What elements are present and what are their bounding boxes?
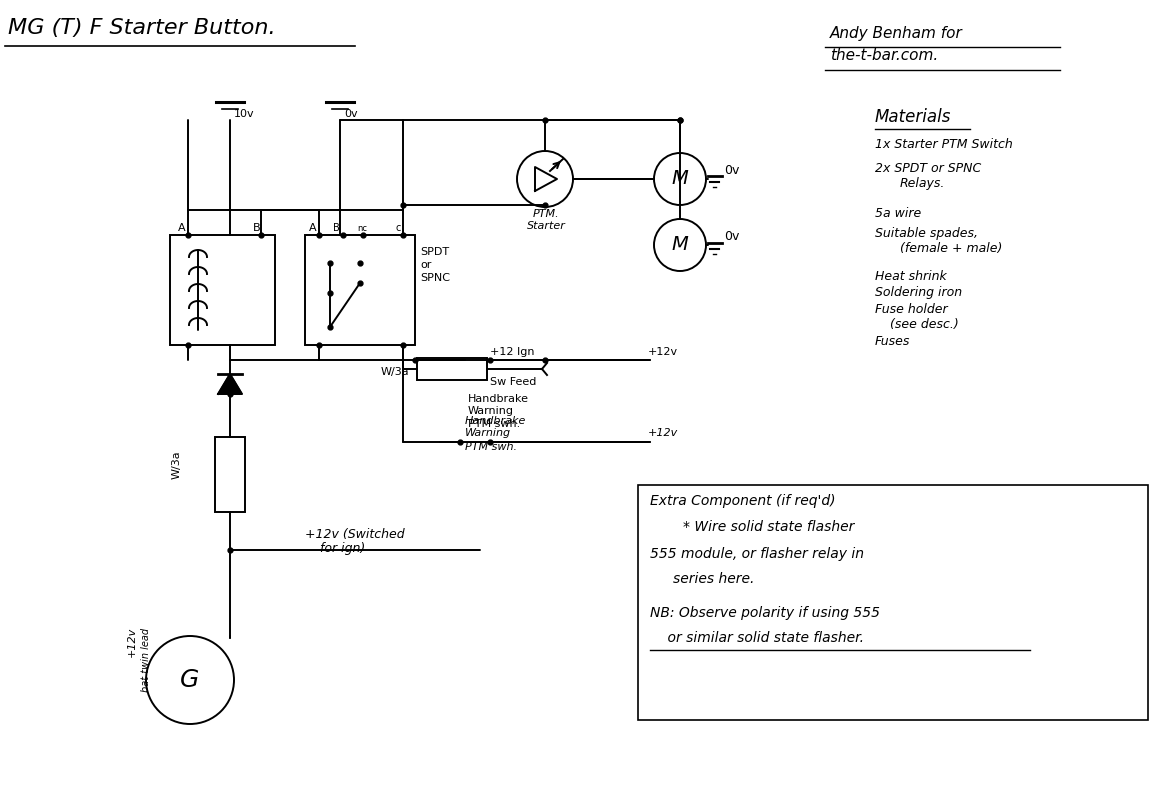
- Text: A: A: [177, 223, 186, 233]
- Text: G: G: [180, 668, 200, 692]
- Text: Starter: Starter: [528, 221, 566, 231]
- Text: or similar solid state flasher.: or similar solid state flasher.: [650, 631, 864, 645]
- Bar: [417, 358, 486, 380]
- Text: M: M: [672, 170, 689, 189]
- Text: 0v: 0v: [724, 230, 739, 243]
- Text: B: B: [333, 223, 340, 233]
- Text: +12v: +12v: [647, 428, 678, 438]
- Text: the-t-bar.com.: the-t-bar.com.: [830, 48, 939, 63]
- Text: SPNC: SPNC: [419, 273, 450, 283]
- Text: Heat shrink: Heat shrink: [875, 270, 947, 283]
- Text: +12v (Switched: +12v (Switched: [306, 528, 404, 541]
- Text: Materials: Materials: [875, 108, 952, 126]
- Text: * Wire solid state flasher: * Wire solid state flasher: [683, 520, 854, 534]
- Text: 555 module, or flasher relay in: 555 module, or flasher relay in: [650, 547, 864, 561]
- Text: Fuse holder: Fuse holder: [875, 303, 947, 316]
- Text: Warning: Warning: [465, 428, 511, 438]
- Text: Suitable spades,: Suitable spades,: [875, 227, 978, 240]
- Text: Fuses: Fuses: [875, 335, 911, 348]
- Text: B: B: [253, 223, 261, 233]
- Text: (see desc.): (see desc.): [889, 318, 959, 331]
- Bar: [638, 485, 1148, 720]
- Text: Relays.: Relays.: [900, 177, 946, 190]
- Text: A: A: [309, 223, 316, 233]
- Text: (female + male): (female + male): [900, 242, 1002, 255]
- Text: Warning: Warning: [468, 406, 513, 416]
- Text: or: or: [419, 260, 431, 270]
- Text: PTM.: PTM.: [533, 209, 559, 219]
- Text: MG (T) F Starter Button.: MG (T) F Starter Button.: [8, 18, 276, 38]
- Text: bat twin lead: bat twin lead: [141, 628, 152, 692]
- Text: +12v: +12v: [647, 347, 678, 357]
- Polygon shape: [219, 374, 242, 394]
- Circle shape: [654, 153, 706, 205]
- Text: 2x SPDT or SPNC: 2x SPDT or SPNC: [875, 162, 981, 175]
- Bar: [306, 235, 415, 345]
- Text: series here.: series here.: [673, 572, 754, 586]
- Text: Handbrake: Handbrake: [468, 394, 529, 404]
- Text: PTM swh.: PTM swh.: [465, 442, 517, 452]
- Text: W/3a: W/3a: [381, 367, 410, 377]
- Text: Soldering iron: Soldering iron: [875, 286, 962, 299]
- Text: 1x Starter PTM Switch: 1x Starter PTM Switch: [875, 138, 1013, 151]
- Text: 5a wire: 5a wire: [875, 207, 921, 220]
- Text: nc: nc: [357, 224, 367, 233]
- Text: +12 Ign: +12 Ign: [490, 347, 535, 357]
- Text: SPDT: SPDT: [419, 247, 449, 257]
- Text: for ign): for ign): [320, 542, 365, 555]
- Text: W/3a: W/3a: [172, 450, 182, 479]
- Text: 0v: 0v: [724, 164, 739, 177]
- Text: PTM swh.: PTM swh.: [468, 419, 521, 429]
- Text: NB: Observe polarity if using 555: NB: Observe polarity if using 555: [650, 606, 880, 620]
- Text: c: c: [395, 223, 401, 233]
- Text: 10v: 10v: [234, 109, 255, 119]
- Bar: [170, 235, 275, 345]
- Text: Handbrake: Handbrake: [465, 416, 526, 426]
- Text: Extra Component (if req'd): Extra Component (if req'd): [650, 494, 835, 508]
- Text: +12v: +12v: [127, 626, 137, 657]
- Text: 0v: 0v: [344, 109, 357, 119]
- Bar: [215, 437, 246, 512]
- Text: Andy Benham for: Andy Benham for: [830, 26, 962, 41]
- Text: Sw Feed: Sw Feed: [490, 377, 536, 387]
- Text: M: M: [672, 235, 689, 254]
